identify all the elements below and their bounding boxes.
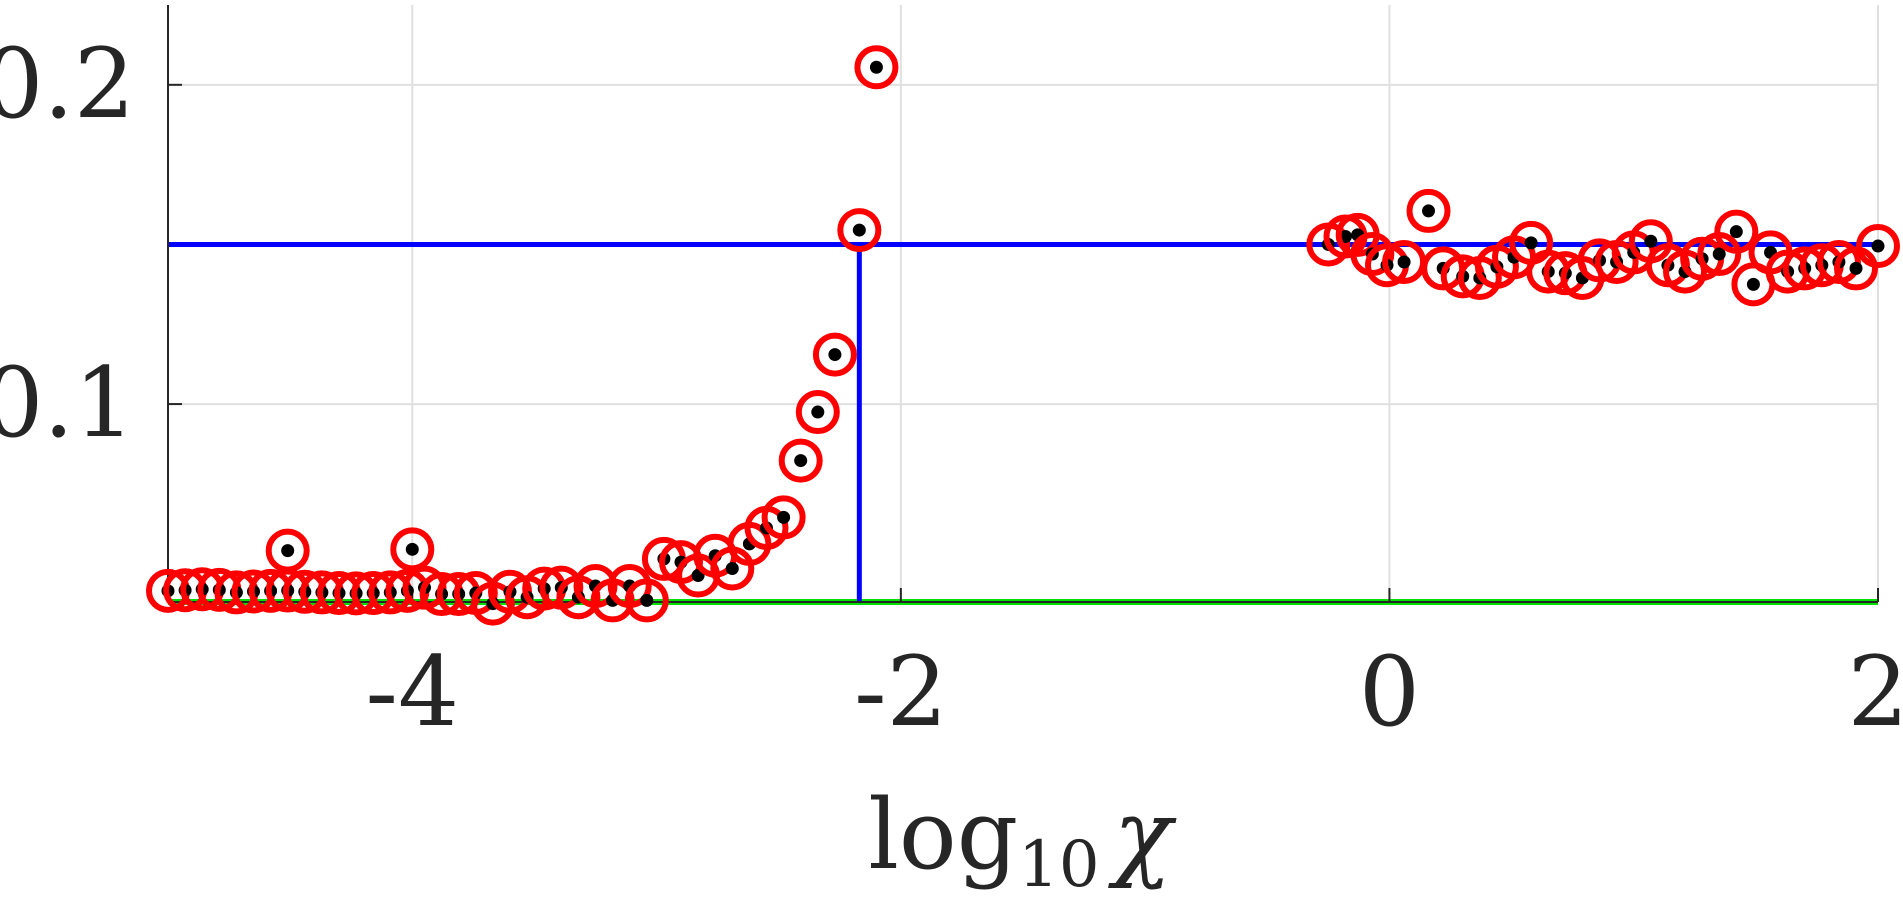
- data-point: [265, 528, 310, 573]
- data-point-ring: [761, 495, 806, 540]
- data-point-ring: [624, 578, 669, 623]
- data-point: [778, 438, 823, 483]
- data-point-ring: [1714, 209, 1759, 254]
- data-point: [1834, 246, 1879, 291]
- data-point: [1856, 224, 1900, 269]
- reference-lines-layer: [168, 241, 1878, 605]
- data-point-dot: [640, 593, 654, 607]
- data-point-dot: [794, 454, 808, 468]
- data-point-dot: [869, 60, 883, 74]
- data-point-dot: [811, 405, 825, 419]
- data-point-ring: [854, 45, 899, 90]
- x-tick-label: 0: [1359, 636, 1420, 748]
- data-point: [390, 527, 435, 572]
- grid-layer: [168, 5, 1879, 602]
- data-point-dot: [725, 561, 739, 575]
- data-point-dot: [1729, 225, 1743, 239]
- data-point: [837, 208, 882, 253]
- axes-layer: [167, 5, 1879, 603]
- x-tick-label: 2: [1847, 636, 1903, 748]
- data-point-dot: [1712, 247, 1726, 261]
- data-points-layer: [146, 45, 1900, 626]
- y-tick-label: 0.1: [0, 347, 135, 459]
- x-tick-label: -4: [366, 636, 460, 748]
- data-point-ring: [265, 528, 310, 573]
- data-point-dot: [1871, 239, 1885, 253]
- x-axis-label-variable: χ: [1108, 779, 1177, 891]
- data-point-ring: [778, 438, 823, 483]
- x-axis-label-main: log: [868, 779, 1018, 891]
- data-point-ring: [390, 527, 435, 572]
- x-axis-label-subscript: 10: [1018, 828, 1099, 898]
- x-axis-label: log10 χ: [868, 779, 1176, 898]
- data-point-dot: [1524, 236, 1538, 250]
- data-point: [761, 495, 806, 540]
- data-point-dot: [1644, 234, 1658, 248]
- data-point: [1406, 188, 1451, 233]
- data-point-dot: [281, 544, 295, 558]
- data-point-dot: [1849, 261, 1863, 275]
- y-tick-label: 0.2: [0, 28, 135, 140]
- data-point: [1714, 209, 1759, 254]
- data-point: [795, 390, 840, 435]
- data-point-ring: [837, 208, 882, 253]
- data-point-dot: [1422, 204, 1436, 218]
- data-point-ring: [812, 332, 857, 377]
- data-point-ring: [1856, 224, 1900, 269]
- data-point-dot: [405, 542, 419, 556]
- data-point-dot: [1746, 277, 1760, 291]
- data-point-ring: [1834, 246, 1879, 291]
- data-point-dot: [852, 223, 866, 237]
- data-point: [812, 332, 857, 377]
- data-point-dot: [828, 348, 842, 362]
- data-point-dot: [777, 510, 791, 524]
- data-point-ring: [1406, 188, 1451, 233]
- data-point-ring: [795, 390, 840, 435]
- data-point-dot: [1397, 255, 1411, 269]
- data-point: [854, 45, 899, 90]
- x-tick-label: -2: [854, 636, 948, 748]
- data-point: [624, 578, 669, 623]
- tick-labels-layer: -4 -2 0 2 0.1 0.2: [0, 28, 1903, 748]
